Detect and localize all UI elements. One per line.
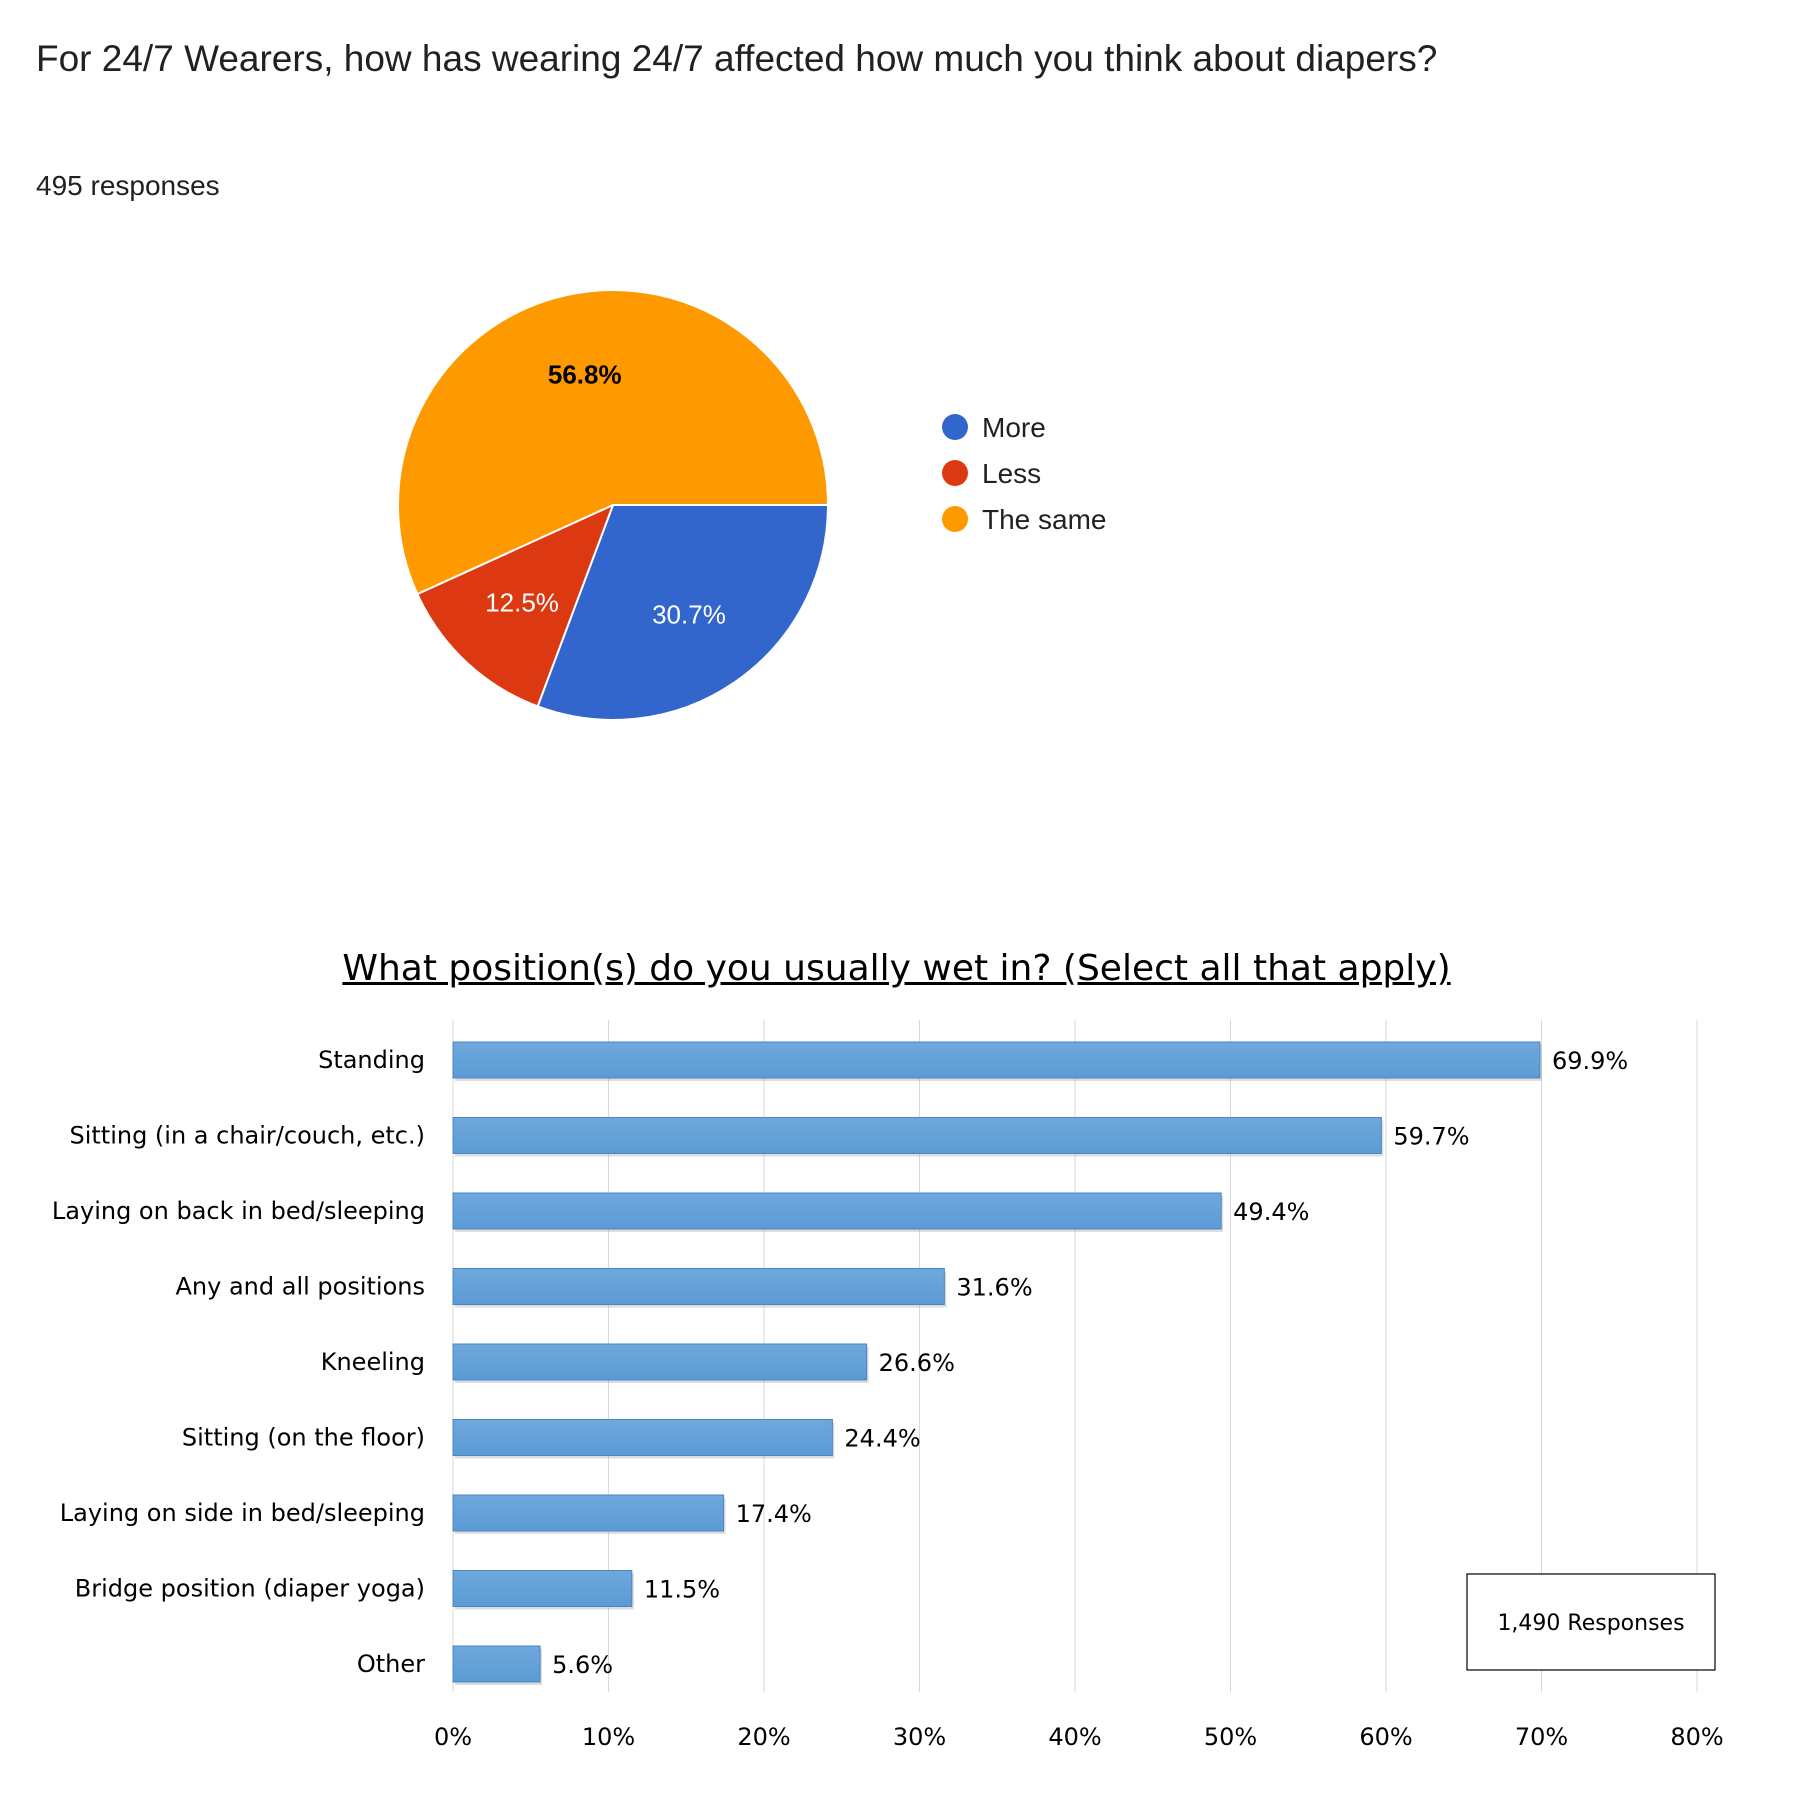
bar-kneeling	[453, 1344, 867, 1380]
data-label-laying-on-side-in-bed-sleeping: 17.4%	[736, 1500, 812, 1528]
legend-label-more: More	[982, 412, 1046, 443]
data-label-kneeling: 26.6%	[879, 1349, 955, 1377]
x-tick-label-70: 70%	[1515, 1723, 1568, 1751]
pie-label-more: 30.7%	[652, 600, 726, 630]
bar-sitting-in-a-chair-couch-etc	[453, 1118, 1381, 1154]
legend-marker-the-same	[942, 506, 968, 532]
legend-marker-less	[942, 460, 968, 486]
bar-laying-on-side-in-bed-sleeping	[453, 1495, 724, 1531]
responses-box-label: 1,490 Responses	[1497, 1611, 1684, 1636]
data-label-any-and-all-positions: 31.6%	[956, 1274, 1032, 1302]
x-tick-label-60: 60%	[1359, 1723, 1412, 1751]
data-label-sitting-on-the-floor: 24.4%	[844, 1425, 920, 1453]
category-label-standing: Standing	[318, 1046, 425, 1074]
category-label-kneeling: Kneeling	[321, 1348, 425, 1376]
pie-chart: 30.7% 12.5% 56.8% More Less The same	[0, 260, 1793, 800]
bar-chart-title: What position(s) do you usually wet in? …	[0, 948, 1793, 989]
x-tick-label-10: 10%	[582, 1723, 635, 1751]
data-label-other: 5.6%	[552, 1651, 613, 1679]
pie-label-the-same: 56.8%	[548, 360, 622, 390]
category-label-bridge-position-diaper-yoga: Bridge position (diaper yoga)	[75, 1575, 425, 1603]
category-label-laying-on-side-in-bed-sleeping: Laying on side in bed/sleeping	[60, 1499, 425, 1527]
bar-bridge-position-diaper-yoga	[453, 1571, 632, 1607]
x-tick-label-30: 30%	[893, 1723, 946, 1751]
bar-sitting-on-the-floor	[453, 1420, 832, 1456]
legend-label-the-same: The same	[982, 504, 1107, 535]
category-label-laying-on-back-in-bed-sleeping: Laying on back in bed/sleeping	[52, 1197, 425, 1225]
pie-label-less: 12.5%	[485, 587, 559, 617]
bar-chart: 0% 10% 20% 30% 40% 50% 60% 70% 80% Standing 69.9% S…	[0, 1010, 1793, 1800]
data-label-laying-on-back-in-bed-sleeping: 49.4%	[1233, 1198, 1309, 1226]
data-label-bridge-position-diaper-yoga: 11.5%	[644, 1576, 720, 1604]
pie-question-title: For 24/7 Wearers, how has wearing 24/7 a…	[36, 38, 1437, 80]
pie-response-count: 495 responses	[36, 170, 220, 202]
data-label-sitting-in-a-chair-couch-etc: 59.7%	[1393, 1123, 1469, 1151]
x-tick-label-50: 50%	[1204, 1723, 1257, 1751]
bar-any-and-all-positions	[453, 1269, 944, 1305]
data-label-standing: 69.9%	[1552, 1047, 1628, 1075]
bar-standing	[453, 1042, 1540, 1078]
category-label-sitting-in-a-chair-couch-etc: Sitting (in a chair/couch, etc.)	[69, 1122, 425, 1150]
x-tick-label-20: 20%	[737, 1723, 790, 1751]
category-label-sitting-on-the-floor: Sitting (on the floor)	[182, 1424, 425, 1452]
legend-marker-more	[942, 414, 968, 440]
legend-label-less: Less	[982, 458, 1041, 489]
category-label-other: Other	[357, 1650, 425, 1678]
category-label-any-and-all-positions: Any and all positions	[176, 1273, 425, 1301]
bar-other	[453, 1646, 540, 1682]
bar-laying-on-back-in-bed-sleeping	[453, 1193, 1221, 1229]
x-tick-label-40: 40%	[1048, 1723, 1101, 1751]
x-tick-label-80: 80%	[1670, 1723, 1723, 1751]
x-tick-label-0: 0%	[434, 1723, 472, 1751]
